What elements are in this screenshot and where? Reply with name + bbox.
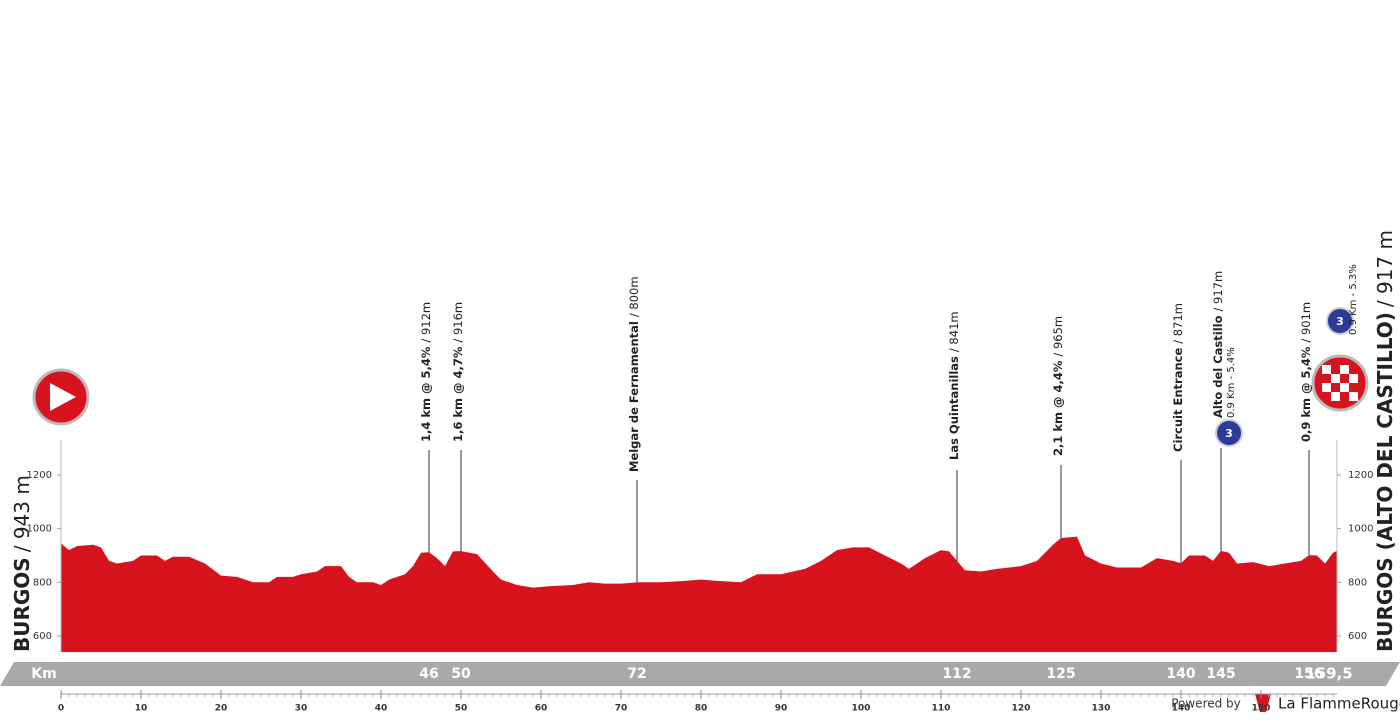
marker-km: 125 [1046, 666, 1075, 682]
marker-name: Las Quintanillas [947, 356, 961, 460]
y-tick-label: 800 [33, 577, 52, 588]
marker-elevation: / 800m [627, 276, 641, 317]
marker-elevation: / 841m [947, 311, 961, 352]
x-tick-label: 10 [135, 704, 148, 714]
climb-icon-glyph: 3 [1225, 427, 1233, 440]
x-tick-label: 90 [775, 704, 788, 714]
start-name: BURGOS [10, 557, 34, 652]
marker-label: Las Quintanillas / 841m [947, 311, 961, 460]
marker-name: Circuit Entrance [1171, 348, 1185, 452]
marker-name: Alto del Castillo [1211, 315, 1225, 418]
finish-label: BURGOS (ALTO DEL CASTILLO) / 917 m [1373, 230, 1397, 652]
marker-name: Melgar de Fernamental [627, 321, 641, 472]
x-tick-label: 60 [535, 704, 548, 714]
footer-brand: La FlammeRouge [1278, 695, 1400, 713]
x-tick-label: 130 [1092, 704, 1111, 714]
marker-elevation: / 871m [1171, 303, 1185, 344]
marker-name: 2,1 km @ 4,4% [1051, 360, 1065, 456]
km-bar [0, 662, 1400, 686]
marker-label: Alto del Castillo / 917m [1211, 271, 1225, 418]
y-tick-label: 1000 [1348, 524, 1373, 535]
x-tick-label: 120 [1012, 704, 1031, 714]
x-tick-label: 70 [615, 704, 628, 714]
marker-label: 2,1 km @ 4,4% / 965m [1051, 316, 1065, 456]
start-label: BURGOS / 943 m [10, 475, 34, 652]
marker-km: 140 [1166, 666, 1195, 682]
marker-elevation: / 916m [451, 302, 465, 343]
finish-name: BURGOS (ALTO DEL CASTILLO) [1373, 312, 1397, 652]
finish-checks [1322, 365, 1358, 401]
marker-km: 46 [419, 666, 438, 682]
footer-powered: Powered by [1171, 697, 1241, 711]
climb-icon [1215, 419, 1243, 447]
climb-icon [1326, 307, 1354, 335]
y-tick-label: 600 [33, 631, 52, 642]
x-tick-label: 30 [295, 704, 308, 714]
x-tick-label: 140 [1172, 704, 1191, 714]
y-tick-label: 800 [1348, 577, 1367, 588]
x-tick-label: 100 [852, 704, 871, 714]
elevation-profile [61, 536, 1337, 652]
brand-logo [1255, 694, 1271, 712]
marker-elevation: / 901m [1299, 302, 1313, 343]
marker-label: Melgar de Fernamental / 800m [627, 276, 641, 472]
y-tick-label: 600 [1348, 631, 1367, 642]
marker-label: Circuit Entrance / 871m [1171, 303, 1185, 452]
marker-elevation: / 912m [419, 302, 433, 343]
finish-climb: 0.9 Km - 5.3% [1348, 264, 1359, 335]
y-tick-label: 1200 [1348, 470, 1373, 481]
y-tick-label: 1200 [27, 470, 52, 481]
x-tick-label: 0 [58, 704, 64, 714]
x-tick-label: 50 [455, 704, 468, 714]
start-elevation: / 943 m [10, 475, 34, 552]
finish-elevation: / 917 m [1373, 230, 1397, 307]
marker-name: 1,4 km @ 5,4% [419, 346, 433, 442]
km-axis-label: Km [31, 666, 56, 682]
marker-km: 72 [627, 666, 646, 682]
marker-km: 156 [1294, 666, 1323, 682]
marker-km: 112 [942, 666, 971, 682]
marker-label: 1,4 km @ 5,4% / 912m [419, 302, 433, 442]
marker-label: 0,9 km @ 5,4% / 901m [1299, 302, 1313, 442]
climb-icon-glyph: 3 [1336, 315, 1344, 328]
start-arrow [50, 383, 76, 411]
marker-name: 1,6 km @ 4,7% [451, 346, 465, 442]
marker-km: 50 [451, 666, 471, 682]
finish-km: 159,5 [1305, 665, 1352, 683]
y-tick-label: 1000 [27, 524, 52, 535]
marker-elevation: / 917m [1211, 271, 1225, 312]
x-tick-label: 150 [1252, 704, 1271, 714]
marker-name: 0,9 km @ 5,4% [1299, 346, 1313, 442]
marker-climb: 0.9 Km - 5.4% [1226, 347, 1237, 418]
x-tick-label: 80 [695, 704, 708, 714]
x-tick-label: 40 [375, 704, 388, 714]
x-tick-label: 110 [932, 704, 951, 714]
marker-label: 1,6 km @ 4,7% / 916m [451, 302, 465, 442]
marker-elevation: / 965m [1051, 316, 1065, 357]
marker-km: 145 [1206, 666, 1235, 682]
x-tick-label: 20 [215, 704, 228, 714]
